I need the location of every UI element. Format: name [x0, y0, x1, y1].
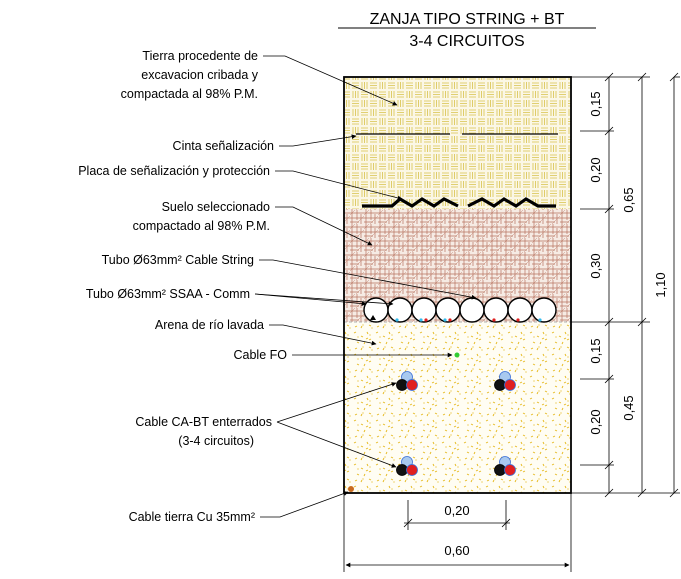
conduit-cable-dot-1	[395, 318, 399, 322]
bt-cable-bundle-2	[494, 371, 516, 391]
dim-0-20-top: 0,20	[588, 157, 603, 182]
dim-0-15-top: 0,15	[588, 91, 603, 116]
leader-arena	[269, 324, 377, 346]
dim-ticks-0-20	[403, 518, 511, 528]
conduit-4	[435, 297, 461, 323]
label-cinta: Cinta señalización	[173, 139, 274, 153]
conduit-cable-triangle	[370, 315, 376, 320]
bt-cable-bundle-3	[396, 456, 418, 476]
conduit-8	[531, 297, 557, 323]
label-placa: Placa de señalización y protección	[78, 164, 270, 178]
conduit-7	[507, 297, 533, 323]
leader-cable-bt-a	[276, 382, 397, 423]
leader-tubo-string	[259, 259, 477, 300]
conduit-cable-dot-6	[492, 318, 496, 322]
conduit-cable-dot-2	[419, 318, 423, 322]
dim-0-45: 0,45	[621, 395, 636, 420]
label-cable-tierra: Cable tierra Cu 35mm²	[129, 510, 255, 524]
leader-cinta	[279, 134, 357, 147]
conduit-2	[387, 297, 413, 323]
label-cable-bt-1: Cable CA-BT enterrados	[135, 415, 272, 429]
conduit-3	[411, 297, 437, 323]
layer-river-sand	[344, 322, 571, 493]
layer-excavated-soil	[344, 77, 571, 209]
leader-placa	[275, 170, 403, 201]
conduit-6	[483, 297, 509, 323]
leader-cable-bt-b	[276, 421, 397, 468]
conduit-cable-dot-3	[424, 318, 428, 322]
dim-0-15-bottom: 0,15	[588, 338, 603, 363]
protection-plate-right	[467, 197, 556, 208]
bt-cable-bundle-4	[494, 456, 516, 476]
label-suelo-1: Suelo seleccionado	[162, 200, 270, 214]
dim-0-20-width: 0,20	[444, 503, 469, 518]
label-tierra-2: excavacion cribada y	[141, 68, 258, 82]
leader-tubo-ssaa-b	[254, 293, 394, 307]
dim-0-60-width: 0,60	[444, 543, 469, 558]
dim-1-10: 1,10	[653, 272, 668, 297]
label-tubo-string: Tubo Ø63mm² Cable String	[102, 253, 254, 267]
dim-0-65: 0,65	[621, 187, 636, 212]
dimension-lines-bottom	[343, 493, 572, 572]
label-cable-fo: Cable FO	[234, 348, 288, 362]
label-suelo-2: compactado al 98% P.M.	[133, 219, 270, 233]
bt-cable-bundle-1	[396, 371, 418, 391]
label-cable-bt-2: (3-4 circuitos)	[178, 434, 254, 448]
conduit-row	[363, 297, 557, 323]
conduit-1	[363, 297, 389, 323]
conduit-cable-dot-7	[516, 318, 520, 322]
label-tierra-3: compactada al 98% P.M.	[121, 87, 258, 101]
leader-tierra	[263, 55, 398, 106]
conduit-cable-dot-4	[443, 318, 447, 322]
leader-suelo	[275, 206, 373, 246]
conduit-cable-dot-8	[538, 318, 542, 322]
earth-cable	[348, 486, 354, 492]
label-tierra-1: Tierra procedente de	[142, 49, 258, 63]
conduit-cable-dot-5	[448, 318, 452, 322]
trench-outline	[343, 76, 572, 494]
protection-plate-left	[362, 197, 459, 208]
dim-0-30: 0,30	[588, 253, 603, 278]
title-line2: 3-4 CIRCUITOS	[409, 33, 524, 50]
dim-0-20-bottom: 0,20	[588, 409, 603, 434]
label-tubo-ssaa: Tubo Ø63mm² SSAA - Comm	[86, 287, 250, 301]
conduit-5	[459, 297, 485, 323]
leader-cable-tierra	[260, 491, 349, 518]
fiber-optic-cable	[454, 352, 460, 358]
dimension-lines-right	[571, 72, 680, 498]
title-line1: ZANJA TIPO STRING + BT	[370, 11, 565, 28]
label-arena: Arena de río lavada	[155, 318, 264, 332]
